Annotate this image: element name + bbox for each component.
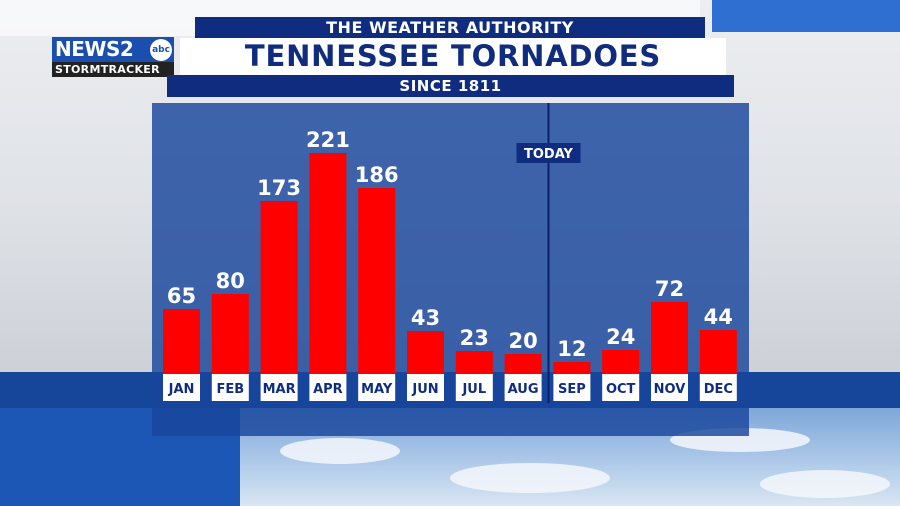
tick-label-jan: JAN [168, 382, 195, 397]
page-subtitle: SINCE 1811 [167, 75, 734, 97]
tick-label-box [358, 374, 396, 401]
tick-label-may: MAY [361, 382, 393, 397]
data-label-apr: 221 [306, 128, 350, 152]
bar-chart: TODAY 65 JAN 80 FEB 173 MAR 221 APR 186 MAY 43 JUN 23… [163, 103, 737, 403]
page-title: TENNESSEE TORNADOES [180, 38, 726, 75]
today-label: TODAY [524, 147, 574, 162]
today-label-box [516, 143, 581, 163]
bar-feb [211, 294, 249, 374]
bar-apr [309, 153, 347, 374]
background-stripe [712, 0, 900, 32]
bar-sep [553, 362, 591, 374]
data-label-jan: 65 [167, 284, 196, 308]
data-label-mar: 173 [257, 176, 301, 200]
data-label-sep: 12 [557, 337, 586, 361]
tick-label-oct: OCT [606, 382, 636, 397]
tick-label-box [602, 374, 640, 401]
bar-mar [260, 201, 298, 374]
tick-label-apr: APR [313, 382, 343, 397]
bar-jun [407, 331, 444, 374]
logo-sub: STORMTRACKER [52, 62, 174, 77]
tick-label-dec: DEC [704, 382, 733, 397]
bar-dec [699, 330, 737, 374]
tick-label-box [309, 374, 347, 401]
bar-may [358, 188, 396, 374]
tick-label-sep: SEP [558, 382, 586, 397]
tick-label-box [553, 374, 591, 401]
tick-label-box [455, 374, 493, 401]
bar-oct [602, 350, 640, 374]
tick-label-box [699, 374, 737, 401]
tick-label-jul: JUL [461, 382, 486, 397]
tick-label-mar: MAR [263, 382, 296, 397]
abc-logo: abc [150, 39, 172, 61]
data-label-feb: 80 [216, 269, 245, 293]
bar-aug [504, 354, 542, 374]
chart-panel: TODAY 65 JAN 80 FEB 173 MAR 221 APR 186 MAY 43 JUN 23… [152, 103, 749, 436]
tick-label-box [163, 374, 200, 401]
bar-jan [163, 309, 200, 374]
data-label-jun: 43 [411, 306, 440, 330]
data-label-may: 186 [355, 163, 399, 187]
data-label-nov: 72 [655, 277, 684, 301]
data-label-jul: 23 [460, 326, 489, 350]
data-label-oct: 24 [606, 325, 635, 349]
station-logo: NEWS2 abc STORMTRACKER [52, 37, 174, 77]
tick-label-box [651, 374, 688, 401]
tick-label-nov: NOV [654, 382, 686, 397]
data-label-dec: 44 [704, 305, 733, 329]
tick-label-aug: AUG [508, 382, 539, 397]
tick-label-jun: JUN [411, 382, 438, 397]
bar-nov [651, 302, 688, 374]
tick-label-box [211, 374, 249, 401]
bar-jul [455, 351, 493, 374]
tick-label-box [260, 374, 298, 401]
header-tagline: THE WEATHER AUTHORITY [195, 17, 705, 38]
data-label-aug: 20 [508, 329, 537, 353]
tick-label-box [407, 374, 444, 401]
tick-label-box [504, 374, 542, 401]
tick-label-feb: FEB [216, 382, 244, 397]
